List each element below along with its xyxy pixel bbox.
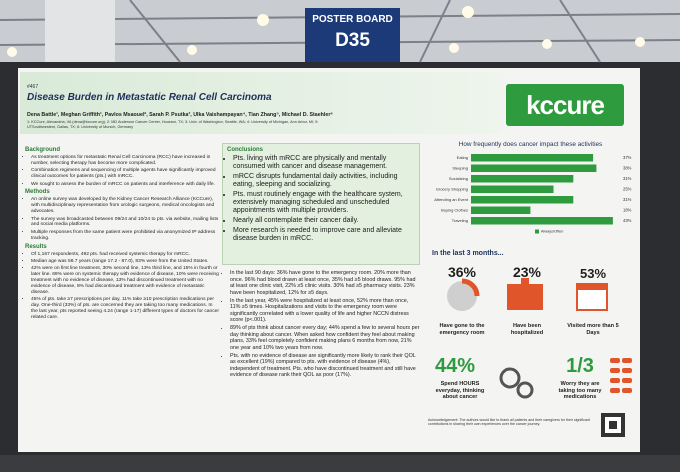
sign-code: D35 [335, 30, 370, 51]
bullet-item: Median age was 58.7 years (range 17.2 - … [31, 259, 220, 265]
bar [471, 164, 597, 172]
bar [471, 185, 554, 193]
bullet-item: Pts. living with mRCC are physically and… [233, 155, 416, 171]
gear-icon [499, 367, 521, 389]
authors: Dena Battle¹, Meghan Griffith¹, Pavlos M… [27, 112, 333, 118]
category-label: Sleeping [452, 166, 468, 171]
value-label: 37% [623, 155, 632, 160]
poster-title: Disease Burden in Metastatic Renal Cell … [27, 92, 272, 103]
category-label: Grocery Shopping [436, 187, 468, 192]
category-label: Eating [457, 155, 468, 160]
conclusions-box: Conclusions Pts. living with mRCC are ph… [222, 143, 420, 265]
section-heading: Background [25, 147, 61, 153]
sign-label: POSTER BOARD [312, 14, 393, 25]
affiliations: 1: KCCure, Alexandria, VA (dena@kccure.o… [27, 120, 319, 129]
category-label: Socializing [449, 176, 468, 181]
bar [471, 217, 613, 225]
bullet-list: Of 1,167 respondents, 492 pts. had recei… [25, 252, 220, 321]
bullet-item: Of 1,167 respondents, 492 pts. had recei… [31, 252, 220, 258]
pill-icons [610, 358, 632, 393]
chart-title: How frequently does cancer impact these … [458, 141, 603, 148]
column [45, 0, 115, 62]
bar [471, 206, 531, 214]
header-band [20, 72, 500, 134]
legend-swatch [535, 229, 539, 234]
bullet-item: More research is needed to improve care … [233, 227, 416, 243]
stat-label: Have gone to the emergency room [439, 323, 485, 336]
value-label: 25% [623, 187, 632, 192]
bullet-list: An online survey was developed by the Ki… [25, 197, 220, 241]
hospital-icon [507, 284, 543, 310]
value-label: 31% [623, 197, 632, 202]
chart: Eating 37% Sleeping 38% Socializing 31% Grocer… [434, 154, 632, 234]
category-label: Traveling [452, 218, 468, 223]
legend-label: Always/Often [541, 230, 563, 234]
stat-label: Spend HOURS everyday, thinking about can… [435, 381, 485, 401]
category-label: Buying Clothes [441, 208, 468, 213]
stat-value: 23% [512, 264, 542, 280]
hospital-icon-top [521, 278, 529, 286]
bar [471, 154, 594, 162]
floor [0, 455, 680, 472]
value-label: 38% [623, 166, 632, 171]
bar [471, 196, 574, 204]
bullet-item: Nearly all contemplate their cancer dail… [233, 217, 416, 225]
er-icon-arc [461, 278, 480, 297]
calendar-icon-top [577, 284, 607, 290]
poster-number: #467 [27, 84, 39, 90]
bullet-item: An online survey was developed by the Ki… [31, 197, 220, 215]
stat-label: Have been hospitalized [510, 323, 544, 336]
bar [471, 175, 574, 183]
stat-value: 1/3 [566, 355, 594, 377]
acknowledgement: Acknowledgement: The authors would like … [428, 418, 590, 427]
bullet-item: mRCC disrupts fundamental daily activiti… [233, 173, 416, 189]
bullet-item: The survey was broadcasted between 09/24… [31, 217, 220, 229]
left-column: Background As treatment options for meta… [25, 145, 220, 323]
stat-icons [447, 278, 632, 437]
sign [305, 8, 400, 62]
qr-code-core [609, 421, 617, 429]
value-label: 18% [623, 208, 632, 213]
bullet-item: 89% of pts think about cancer every day;… [230, 325, 420, 351]
bullet-item: Pts. must routinely engage with the heal… [233, 191, 416, 216]
middle-column: In the last 90 days: 36% have gone to th… [224, 270, 420, 380]
section-heading: Conclusions [227, 147, 264, 153]
bullet-item: Combination regimens and sequencing of m… [31, 168, 220, 180]
bullet-list: As treatment options for metastatic Rena… [25, 155, 220, 188]
bullet-item: In the last year, 45% were hospitalized … [230, 298, 420, 324]
bullet-item: Pts. with no evidence of disease are sig… [230, 353, 420, 379]
ceiling-lights [7, 6, 645, 57]
bullet-item: 42% were on first line treatment, 30% se… [31, 266, 220, 296]
bullet-item: 45% of pts. take ≥7 prescriptions per da… [31, 297, 220, 321]
bullet-item: In the last 90 days: 36% have gone to th… [230, 270, 420, 296]
stat-value: 36% [447, 264, 477, 280]
value-label: 31% [623, 176, 632, 181]
category-label: Attending an Event [434, 197, 469, 202]
bullet-item: Multiple responses from the same patient… [31, 230, 220, 242]
stat-value: 44% [434, 355, 476, 377]
stat-label: Visited more than 5 Days [567, 323, 619, 336]
stats-heading: In the last 3 months... [432, 250, 504, 257]
stat-label: Worry they are taking too many medicatio… [558, 381, 602, 401]
bullet-item: As treatment options for metastatic Rena… [31, 155, 220, 167]
bullet-list: In the last 90 days: 36% have gone to th… [224, 270, 420, 379]
section-heading: Methods [25, 189, 50, 196]
bullet-list: Pts. living with mRCC are physically and… [223, 155, 416, 243]
er-icon [447, 281, 477, 311]
value-label: 43% [623, 218, 632, 223]
gear-icon [516, 381, 534, 399]
stat-value: 53% [579, 266, 607, 281]
bullet-item: We sought to assess the burden of mRCC o… [31, 182, 220, 188]
section-heading: Results [25, 243, 47, 250]
logo: kccure [506, 84, 624, 126]
